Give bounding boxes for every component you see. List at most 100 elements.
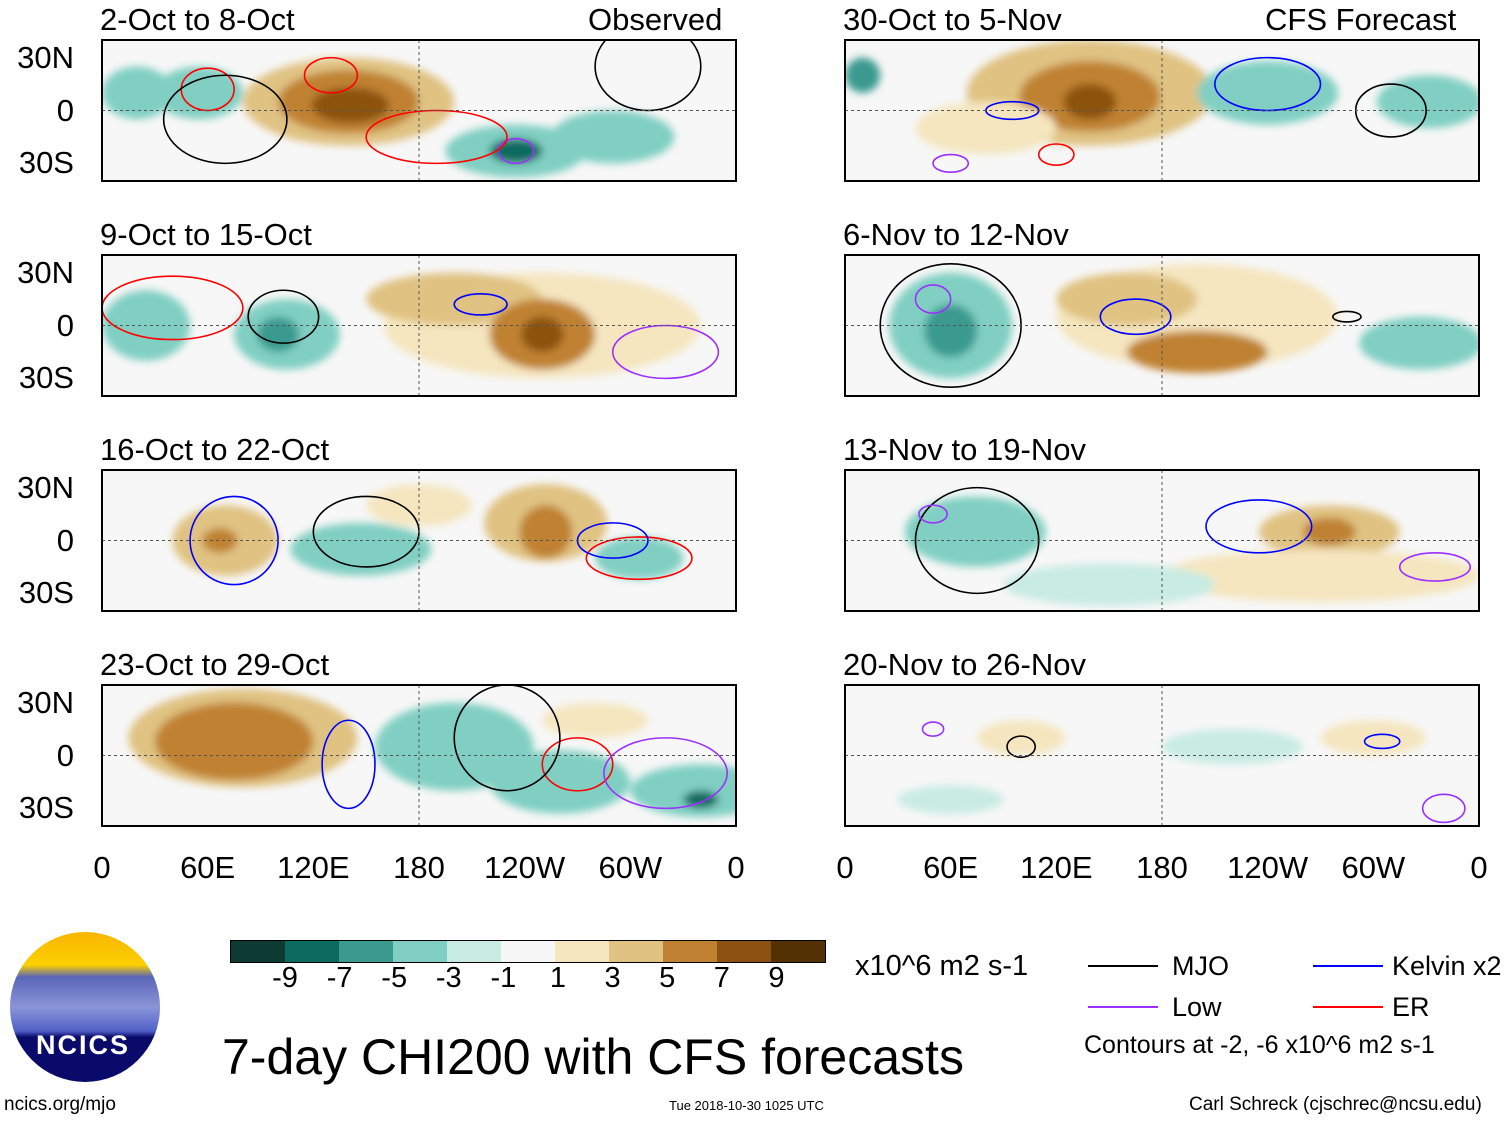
contour-line — [1398, 552, 1471, 582]
colorbar-tick: -7 — [326, 962, 353, 994]
colorbar-swatch — [663, 941, 717, 962]
legend-er: ER — [1392, 992, 1430, 1022]
contour-line — [1421, 793, 1466, 824]
colorbar-tick: -3 — [435, 962, 462, 994]
colorbar-tick: -1 — [490, 962, 517, 994]
contour-line — [1099, 298, 1172, 336]
map-panel — [844, 684, 1480, 827]
contour-line — [497, 137, 535, 165]
x-tick-label: 60W — [598, 850, 663, 885]
x-tick-label: 180 — [1136, 850, 1188, 885]
contour-line — [932, 153, 970, 173]
panel-title: 13-Nov to 19-Nov — [843, 432, 1086, 467]
map-panel — [844, 469, 1480, 612]
contour-line — [321, 719, 376, 810]
map-panel — [101, 254, 737, 397]
panel-frame — [101, 469, 737, 612]
x-tick-label: 120E — [1020, 850, 1093, 885]
panel-title: 6-Nov to 12-Nov — [843, 217, 1069, 252]
forecast-label: CFS Forecast — [1265, 2, 1457, 37]
y-tick-label: 30S — [18, 360, 74, 395]
anomaly-region — [519, 505, 573, 559]
legend-mjo: MJO — [1172, 951, 1229, 981]
map-panel — [844, 254, 1480, 397]
x-tick-label: 60W — [1341, 850, 1406, 885]
x-tick-label: 0 — [1470, 850, 1488, 885]
panel-title: 20-Nov to 26-Nov — [843, 647, 1086, 682]
x-tick-label: 120W — [1227, 850, 1309, 885]
x-tick-label: 60E — [923, 850, 979, 885]
panel-frame — [101, 39, 737, 182]
map-panel — [844, 39, 1480, 182]
anomaly-region — [551, 110, 675, 164]
legend-line-kelvin — [1313, 965, 1383, 967]
panel-title: 23-Oct to 29-Oct — [100, 647, 330, 682]
contour-line — [453, 685, 561, 792]
y-tick-label: 0 — [56, 737, 74, 773]
contour-line — [541, 737, 614, 792]
anomaly-region — [977, 720, 1066, 756]
contour-note: Contours at -2, -6 x10^6 m2 s-1 — [1084, 1031, 1435, 1059]
panel-frame — [844, 469, 1480, 612]
y-tick-label: 30N — [17, 470, 74, 505]
x-tick-label: 0 — [836, 850, 854, 885]
colorbar-swatch — [393, 941, 447, 962]
anomaly-region — [1003, 563, 1215, 606]
legend-line-mjo — [1088, 965, 1158, 967]
contour-line — [603, 737, 728, 810]
contour-line — [1037, 143, 1075, 166]
contour-line — [1363, 733, 1401, 750]
anomaly-region — [521, 316, 564, 352]
anomaly-region — [683, 790, 719, 809]
anomaly-region — [1302, 517, 1356, 546]
anomaly-region — [1063, 84, 1117, 120]
colorbar-swatch — [231, 941, 285, 962]
panel-title: 16-Oct to 22-Oct — [100, 432, 330, 467]
contour-line — [1332, 310, 1362, 323]
anomaly-region — [595, 536, 684, 580]
anomaly-region — [202, 528, 238, 553]
anomaly-region — [256, 316, 300, 352]
colorbar-tick: 5 — [659, 962, 676, 994]
panel-frame — [844, 254, 1480, 397]
anomaly-region — [915, 101, 1057, 155]
site-link[interactable]: ncics.org/mjo — [4, 1094, 116, 1115]
x-tick-label: 180 — [393, 850, 445, 885]
anomaly-region — [1359, 316, 1479, 370]
anomaly-region — [366, 484, 472, 527]
contour-line — [102, 275, 244, 341]
anomaly-region — [154, 702, 314, 781]
map-panel — [101, 469, 737, 612]
contour-line — [594, 40, 702, 112]
panel-title: 9-Oct to 15-Oct — [100, 217, 312, 252]
anomaly-region — [897, 785, 1004, 814]
anomaly-region — [1126, 330, 1268, 374]
main-title: 7-day CHI200 with CFS forecasts — [222, 1029, 964, 1085]
colorbar-tick: 1 — [549, 962, 567, 994]
ncics-logo[interactable]: NCICS — [10, 932, 160, 1082]
contour-line — [365, 109, 508, 165]
colorbar-swatch — [609, 941, 663, 962]
contour-line — [1006, 735, 1037, 759]
contour-line — [162, 74, 288, 165]
y-tick-label: 30N — [17, 40, 74, 75]
anomaly-region — [904, 496, 1046, 567]
x-tick-label: 60E — [180, 850, 236, 885]
legend-line-low — [1088, 1006, 1158, 1008]
y-tick-label: 30S — [18, 575, 74, 610]
anomaly-region — [1376, 75, 1479, 129]
colorbar-swatch — [717, 941, 771, 962]
legend-kelvin: Kelvin x2 — [1392, 951, 1502, 981]
colorbar-tick: -9 — [272, 962, 298, 994]
colorbar-swatch — [501, 941, 555, 962]
y-tick-label: 30S — [18, 790, 74, 825]
observed-label: Observed — [588, 2, 723, 37]
colorbar-tick: 7 — [713, 962, 730, 994]
contour-line — [303, 56, 359, 94]
x-tick-label: 0 — [93, 850, 111, 885]
y-tick-label: 30S — [18, 145, 74, 180]
colorbar-swatch — [771, 941, 825, 962]
y-tick-label: 0 — [56, 92, 74, 128]
anomaly-region — [1162, 729, 1303, 765]
colorbar — [230, 940, 826, 963]
